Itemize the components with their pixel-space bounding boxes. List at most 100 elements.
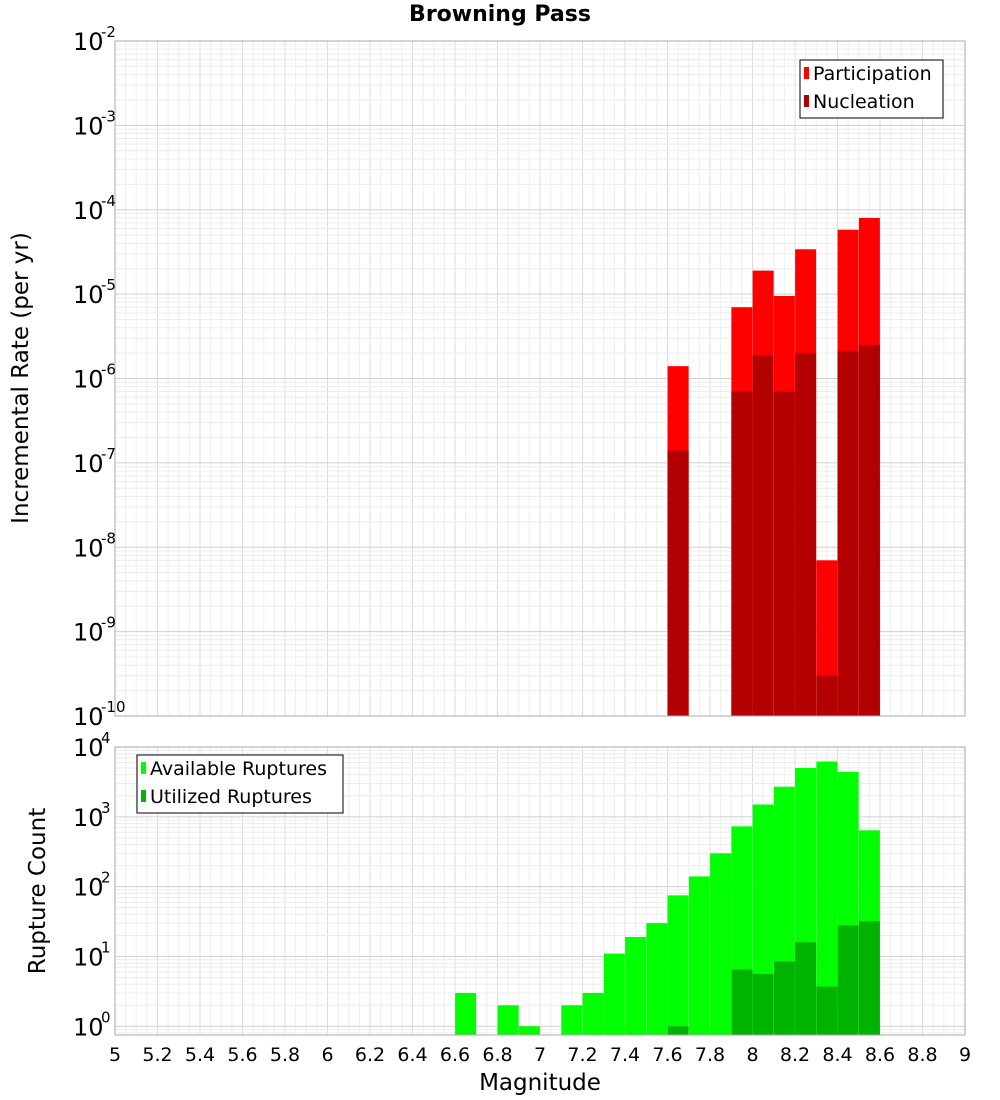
bar-available	[603, 953, 625, 1035]
count-panel-legend: Available Ruptures Utilized Ruptures	[136, 754, 344, 814]
y-tick-label: 10-8	[73, 529, 116, 562]
bar-available	[646, 923, 668, 1035]
y-tick-label: 102	[73, 869, 111, 902]
x-tick-label: 7.8	[695, 1044, 725, 1066]
bar-available	[710, 853, 732, 1035]
legend-label: Available Ruptures	[150, 758, 327, 780]
y-tick-label: 10-2	[73, 23, 116, 56]
count-panel-y-label: Rupture Count	[25, 808, 51, 974]
y-tick-exponent: -6	[101, 361, 116, 379]
x-tick-label: 5.4	[185, 1044, 215, 1066]
y-tick-exponent: -8	[101, 529, 116, 547]
y-tick-exponent: 0	[101, 1008, 111, 1026]
y-tick-label: 10-6	[73, 361, 116, 394]
y-tick-base: 10	[73, 366, 104, 394]
y-tick-label: 101	[73, 938, 111, 971]
y-tick-exponent: -3	[101, 107, 116, 125]
bar-utilized	[858, 921, 880, 1035]
x-tick-label: 7	[534, 1044, 546, 1066]
y-tick-exponent: 2	[101, 869, 111, 887]
bar-available	[816, 761, 838, 1035]
y-tick-base: 10	[73, 281, 104, 309]
x-tick-label: 6	[321, 1044, 333, 1066]
x-tick-label: 7.2	[567, 1044, 597, 1066]
y-tick-base: 10	[73, 112, 104, 140]
y-tick-label: 103	[73, 799, 111, 832]
y-tick-base: 10	[73, 197, 104, 225]
y-tick-label: 10-4	[73, 192, 116, 225]
y-tick-exponent: -10	[101, 698, 126, 716]
x-tick-label: 8.2	[780, 1044, 810, 1066]
bar-available	[518, 1026, 540, 1035]
y-tick-exponent: -4	[101, 192, 116, 210]
y-tick-base: 10	[73, 619, 104, 647]
rate-panel-y-ticks: 10-210-310-410-510-610-710-810-910-10	[73, 23, 126, 731]
x-tick-label: 6.2	[355, 1044, 385, 1066]
legend-swatch	[804, 67, 809, 79]
count-panel-bars	[455, 761, 880, 1035]
bar-available	[455, 992, 477, 1035]
x-tick-label: 6.8	[482, 1044, 512, 1066]
y-tick-label: 100	[73, 1008, 111, 1041]
legend-box	[136, 754, 344, 814]
chart-title: Browning Pass	[409, 2, 591, 27]
y-tick-base: 10	[73, 450, 104, 478]
y-tick-base: 10	[73, 874, 104, 902]
y-tick-exponent: -7	[101, 445, 116, 463]
legend-swatch	[141, 762, 146, 774]
y-tick-exponent: 4	[101, 729, 111, 747]
x-tick-label: 5	[109, 1044, 121, 1066]
bar-available	[497, 1005, 519, 1035]
bar-nucleation	[816, 675, 838, 716]
rate-panel-frame	[114, 40, 966, 717]
x-tick-label: 5.8	[270, 1044, 300, 1066]
rate-panel-grid	[114, 40, 966, 717]
bar-utilized	[752, 974, 774, 1035]
legend-label: Nucleation	[813, 91, 915, 113]
y-tick-exponent: -9	[101, 614, 116, 632]
y-tick-base: 10	[73, 703, 104, 731]
bar-nucleation	[752, 354, 774, 716]
legend-label: Participation	[813, 63, 932, 85]
bar-nucleation	[858, 344, 880, 716]
y-tick-label: 10-5	[73, 276, 116, 309]
y-tick-base: 10	[73, 1013, 104, 1041]
bar-available	[582, 992, 604, 1035]
y-tick-label: 104	[73, 729, 111, 762]
x-tick-label: 7.6	[652, 1044, 682, 1066]
bar-nucleation	[731, 391, 753, 716]
y-tick-base: 10	[73, 28, 104, 56]
y-tick-base: 10	[73, 804, 104, 832]
bar-nucleation	[795, 353, 817, 716]
x-tick-label: 8.6	[865, 1044, 895, 1066]
x-tick-label: 5.2	[142, 1044, 172, 1066]
x-axis-label: Magnitude	[479, 1070, 601, 1096]
x-tick-label: 7.4	[610, 1044, 640, 1066]
x-tick-label: 8.4	[822, 1044, 852, 1066]
bar-available	[625, 936, 647, 1035]
y-tick-label: 10-3	[73, 107, 116, 140]
x-tick-label: 6.6	[440, 1044, 470, 1066]
rate-panel-bars	[667, 217, 880, 717]
y-tick-exponent: -5	[101, 276, 116, 294]
x-tick-label: 9	[959, 1044, 971, 1066]
rate-panel-y-label: Incremental Rate (per yr)	[8, 232, 34, 524]
bar-utilized	[773, 961, 795, 1035]
x-tick-label: 8.8	[907, 1044, 937, 1066]
y-tick-exponent: 1	[101, 938, 111, 956]
y-tick-label: 10-9	[73, 614, 116, 647]
bar-nucleation	[667, 450, 689, 716]
bar-available	[688, 876, 710, 1035]
x-tick-label: 6.4	[397, 1044, 427, 1066]
bar-available	[667, 895, 689, 1035]
y-tick-label: 10-7	[73, 445, 116, 478]
legend-swatch	[141, 790, 146, 802]
y-tick-label: 10-10	[73, 698, 126, 731]
x-tick-label: 8	[746, 1044, 758, 1066]
bar-utilized	[731, 969, 753, 1035]
y-tick-exponent: 3	[101, 799, 111, 817]
bar-utilized	[816, 986, 838, 1035]
y-tick-exponent: -2	[101, 23, 116, 41]
rate-panel-legend: Participation Nucleation	[799, 59, 944, 119]
bar-utilized	[667, 1026, 689, 1035]
